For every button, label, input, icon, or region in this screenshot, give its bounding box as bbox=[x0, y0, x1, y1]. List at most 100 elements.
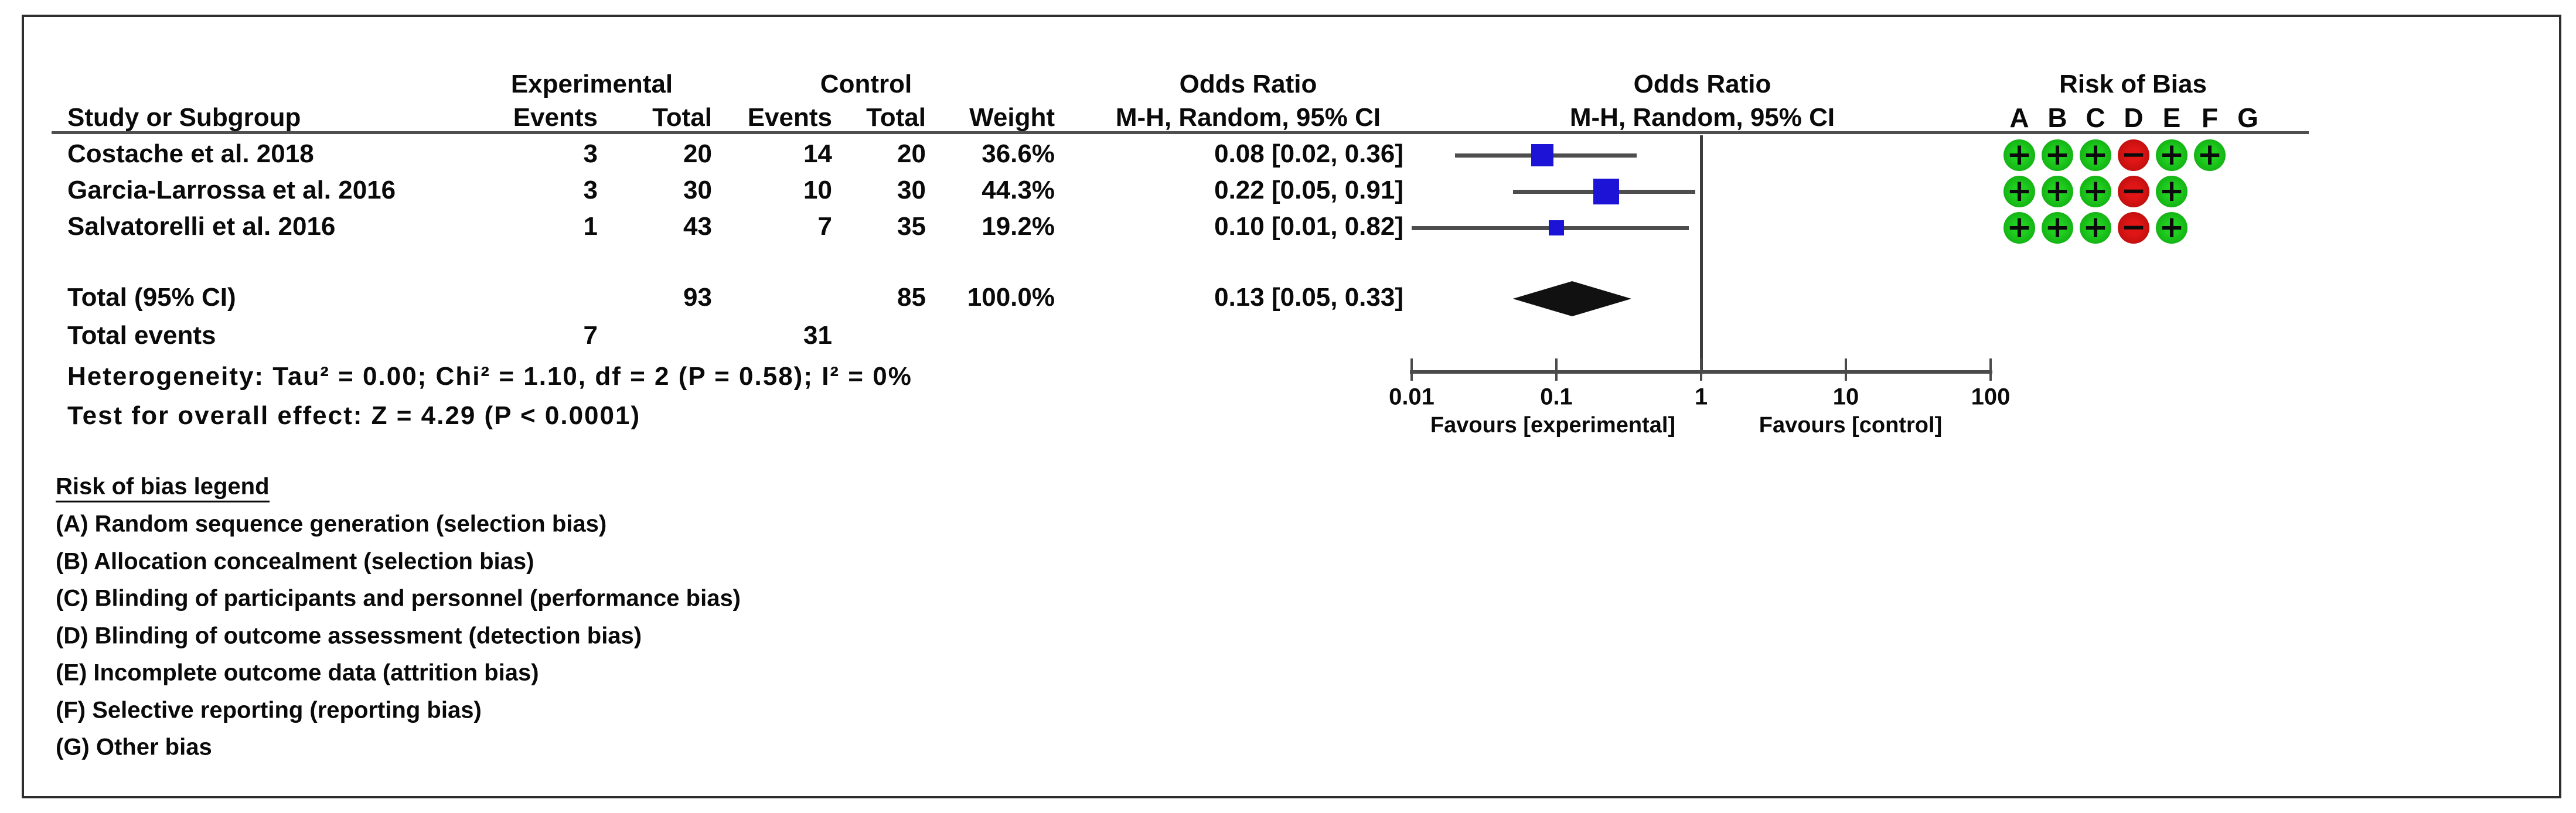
study-ctrl-events: 10 bbox=[803, 176, 832, 204]
rob-low-risk-icon: + bbox=[2042, 212, 2073, 244]
total-events-exp: 7 bbox=[583, 321, 598, 350]
minus-icon: − bbox=[2121, 173, 2146, 209]
header-experimental: Experimental bbox=[510, 70, 673, 98]
rob-column-letter: A bbox=[2009, 102, 2029, 133]
plus-icon: + bbox=[2006, 173, 2032, 209]
rob-column-letter: F bbox=[2201, 102, 2219, 133]
rob-column-letter: B bbox=[2047, 102, 2067, 133]
total-ctrl-total: 85 bbox=[897, 283, 926, 312]
plus-icon: + bbox=[2045, 173, 2070, 209]
study-or-ci: 0.10 [0.01, 0.82] bbox=[1214, 212, 1403, 241]
study-ctrl-total: 20 bbox=[897, 139, 926, 168]
overall-effect-line: Test for overall effect: Z = 4.29 (P < 0… bbox=[67, 401, 641, 430]
rob-column-letter: C bbox=[2086, 102, 2105, 133]
axis-tick-label: 100 bbox=[1971, 384, 2011, 410]
risk-of-bias-legend-item: (A) Random sequence generation (selectio… bbox=[56, 511, 607, 537]
study-weight: 19.2% bbox=[982, 212, 1055, 241]
axis-tick bbox=[1845, 358, 1847, 381]
risk-of-bias-legend-item: (D) Blinding of outcome assessment (dete… bbox=[56, 623, 642, 649]
axis-tick-label: 0.01 bbox=[1389, 384, 1434, 410]
favours-experimental-label: Favours [experimental] bbox=[1430, 412, 1676, 438]
axis-tick bbox=[1989, 358, 1992, 381]
risk-of-bias-legend-item: (E) Incomplete outcome data (attrition b… bbox=[56, 660, 539, 686]
effect-square bbox=[1531, 144, 1554, 166]
rob-low-risk-icon: + bbox=[2003, 139, 2035, 171]
risk-of-bias-legend-item: (G) Other bias bbox=[56, 734, 212, 760]
study-name: Salvatorelli et al. 2016 bbox=[67, 212, 336, 241]
minus-icon: − bbox=[2121, 137, 2146, 172]
header-weight: Weight bbox=[969, 103, 1055, 132]
total-or-ci: 0.13 [0.05, 0.33] bbox=[1214, 283, 1403, 312]
plus-icon: + bbox=[2197, 137, 2223, 172]
rob-low-risk-icon: + bbox=[2156, 139, 2187, 171]
axis-tick-label: 10 bbox=[1832, 384, 1859, 410]
plus-icon: + bbox=[2159, 210, 2185, 245]
study-name: Costache et al. 2018 bbox=[67, 139, 314, 168]
study-ctrl-events: 7 bbox=[817, 212, 832, 241]
rob-low-risk-icon: + bbox=[2080, 212, 2111, 244]
header-odds-ratio-plot-col: Odds Ratio bbox=[1633, 70, 1771, 98]
rob-low-risk-icon: + bbox=[2156, 176, 2187, 207]
rob-low-risk-icon: + bbox=[2194, 139, 2226, 171]
total-events-ctrl: 31 bbox=[803, 321, 832, 350]
study-weight: 36.6% bbox=[982, 139, 1055, 168]
plus-icon: + bbox=[2083, 137, 2108, 172]
header-mh-random-text-col: M-H, Random, 95% CI bbox=[1115, 103, 1381, 132]
study-name: Garcia-Larrossa et al. 2016 bbox=[67, 176, 396, 204]
rob-high-risk-icon: − bbox=[2118, 139, 2149, 171]
study-exp-events: 3 bbox=[583, 176, 598, 204]
rob-column-letter: E bbox=[2162, 102, 2181, 133]
effect-square bbox=[1549, 220, 1564, 235]
plus-icon: + bbox=[2159, 137, 2185, 172]
study-or-ci: 0.08 [0.02, 0.36] bbox=[1214, 139, 1403, 168]
rob-low-risk-icon: + bbox=[2080, 139, 2111, 171]
axis-tick bbox=[1700, 358, 1702, 381]
plus-icon: + bbox=[2159, 173, 2185, 209]
header-ctrl-total: Total bbox=[866, 103, 926, 132]
plus-icon: + bbox=[2083, 173, 2108, 209]
axis-tick bbox=[1555, 358, 1558, 381]
header-study-or-subgroup: Study or Subgroup bbox=[67, 103, 301, 132]
header-underline bbox=[52, 131, 2309, 134]
study-ctrl-events: 14 bbox=[803, 139, 832, 168]
total-row-label: Total (95% CI) bbox=[67, 283, 236, 312]
rob-low-risk-icon: + bbox=[2156, 212, 2187, 244]
study-exp-events: 1 bbox=[583, 212, 598, 241]
header-exp-events: Events bbox=[513, 103, 598, 132]
plus-icon: + bbox=[2045, 137, 2070, 172]
favours-control-label: Favours [control] bbox=[1759, 412, 1943, 438]
axis-tick bbox=[1410, 358, 1413, 381]
rob-low-risk-icon: + bbox=[2003, 176, 2035, 207]
total-weight: 100.0% bbox=[967, 283, 1055, 312]
risk-of-bias-legend-item: (C) Blinding of participants and personn… bbox=[56, 585, 741, 612]
plus-icon: + bbox=[2006, 210, 2032, 245]
rob-low-risk-icon: + bbox=[2003, 212, 2035, 244]
heterogeneity-line: Heterogeneity: Tau² = 0.00; Chi² = 1.10,… bbox=[67, 362, 912, 391]
effect-square bbox=[1593, 179, 1619, 204]
risk-of-bias-legend-item: (B) Allocation concealment (selection bi… bbox=[56, 548, 534, 575]
plus-icon: + bbox=[2083, 210, 2108, 245]
rob-high-risk-icon: − bbox=[2118, 176, 2149, 207]
header-mh-random-plot-col: M-H, Random, 95% CI bbox=[1569, 103, 1835, 132]
rob-column-letter: G bbox=[2237, 102, 2258, 133]
plus-icon: + bbox=[2045, 210, 2070, 245]
header-risk-of-bias: Risk of Bias bbox=[2059, 70, 2207, 98]
header-odds-ratio-text-col: Odds Ratio bbox=[1179, 70, 1317, 98]
plus-icon: + bbox=[2006, 137, 2032, 172]
risk-of-bias-legend-title: Risk of bias legend bbox=[56, 473, 270, 503]
study-ctrl-total: 30 bbox=[897, 176, 926, 204]
study-exp-total: 20 bbox=[683, 139, 712, 168]
null-effect-line bbox=[1700, 135, 1703, 372]
header-ctrl-events: Events bbox=[747, 103, 832, 132]
axis-tick-label: 0.1 bbox=[1540, 384, 1573, 410]
minus-icon: − bbox=[2121, 210, 2146, 245]
study-or-ci: 0.22 [0.05, 0.91] bbox=[1214, 176, 1403, 204]
total-exp-total: 93 bbox=[683, 283, 712, 312]
rob-low-risk-icon: + bbox=[2080, 176, 2111, 207]
risk-of-bias-legend-item: (F) Selective reporting (reporting bias) bbox=[56, 697, 482, 723]
rob-column-letter: D bbox=[2124, 102, 2144, 133]
header-control: Control bbox=[820, 70, 912, 98]
header-exp-total: Total bbox=[652, 103, 712, 132]
rob-low-risk-icon: + bbox=[2042, 176, 2073, 207]
study-exp-total: 30 bbox=[683, 176, 712, 204]
